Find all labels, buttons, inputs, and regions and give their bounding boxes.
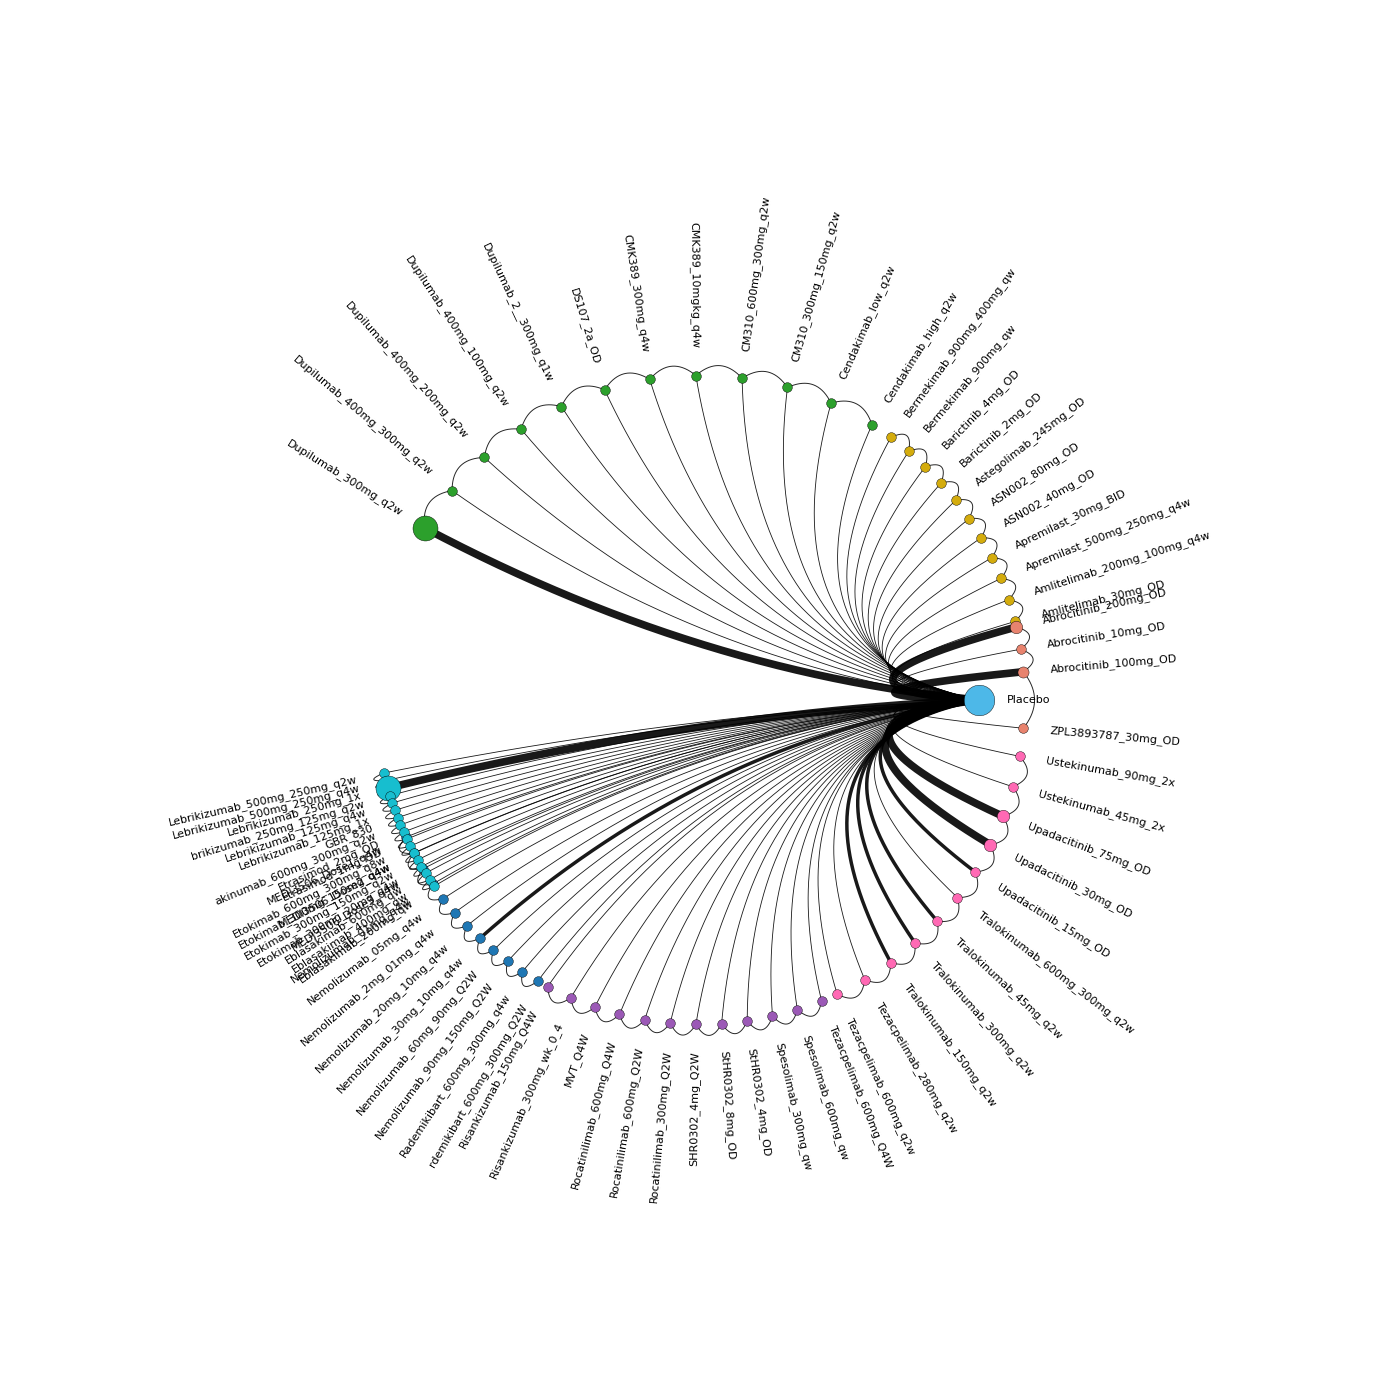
Text: Nemolizumab_30mg_10mg_q4w: Nemolizumab_30mg_10mg_q4w bbox=[335, 955, 465, 1095]
Text: StHR0302_4mg_OD: StHR0302_4mg_OD bbox=[746, 1047, 773, 1156]
Text: Lebrikizumab_125mg_1x: Lebrikizumab_125mg_1x bbox=[237, 815, 371, 872]
Text: SHR0302_4mg_Q2W: SHR0302_4mg_Q2W bbox=[689, 1051, 701, 1166]
Text: Nemolizumab_01mg_q4w: Nemolizumab_01mg_q4w bbox=[290, 895, 413, 986]
Text: rdemikibart_600mg_300mg_Q2W: rdemikibart_600mg_300mg_Q2W bbox=[426, 1002, 529, 1169]
Text: Risankizumab_300mg_wk_0_4: Risankizumab_300mg_wk_0_4 bbox=[487, 1021, 566, 1180]
Text: Dupilumab_2__300mg_q1w: Dupilumab_2__300mg_q1w bbox=[480, 242, 554, 385]
Text: Etrasimod_2mg_OD: Etrasimod_2mg_OD bbox=[276, 839, 381, 893]
Text: Tralokinumab_300mg_q2w: Tralokinumab_300mg_q2w bbox=[928, 959, 1036, 1078]
Text: Cendakimab_low_q2w: Cendakimab_low_q2w bbox=[837, 263, 897, 381]
Text: MEDI3506_Dose2_q4w: MEDI3506_Dose2_q4w bbox=[276, 861, 392, 931]
Text: Etokimab_300mg_150mg_q4w: Etokimab_300mg_150mg_q4w bbox=[237, 861, 392, 951]
Text: CM310_300mg_150mg_q2w: CM310_300mg_150mg_q2w bbox=[790, 209, 843, 363]
Text: Dupilumab_400mg_300mg_q2w: Dupilumab_400mg_300mg_q2w bbox=[291, 353, 435, 477]
Text: Rocatinilimab_600mg_Q4W: Rocatinilimab_600mg_Q4W bbox=[570, 1039, 617, 1190]
Text: Rademikibart_600mg_300mg_q4w: Rademikibart_600mg_300mg_q4w bbox=[398, 991, 512, 1159]
Text: Abrocitinib_200mg_OD: Abrocitinib_200mg_OD bbox=[1042, 587, 1168, 626]
Text: brikizumab_250mg_125mg_q2w: brikizumab_250mg_125mg_q2w bbox=[190, 798, 365, 862]
Text: Abrocitinib_100mg_OD: Abrocitinib_100mg_OD bbox=[1050, 652, 1177, 675]
Text: Eblasakimab_600mg_qw: Eblasakimab_600mg_qw bbox=[283, 883, 406, 966]
Text: Apremilast_500mg_250mg_q4w: Apremilast_500mg_250mg_q4w bbox=[1023, 497, 1193, 574]
Text: Tezacpelimab_280mg_q2w: Tezacpelimab_280mg_q2w bbox=[874, 1000, 959, 1134]
Text: CMK389_300mg_q4w: CMK389_300mg_q4w bbox=[622, 234, 651, 354]
Text: ASN002_80mg_OD: ASN002_80mg_OD bbox=[988, 440, 1081, 508]
Text: Apremilast_30mg_BID: Apremilast_30mg_BID bbox=[1014, 487, 1128, 550]
Text: Ustekinumab_45mg_2x: Ustekinumab_45mg_2x bbox=[1037, 788, 1166, 834]
Text: MEDI3506_Dose1_q4w: MEDI3506_Dose1_q4w bbox=[265, 844, 384, 907]
Text: CMK389_10mgkg_q4w: CMK389_10mgkg_q4w bbox=[689, 223, 701, 349]
Text: Dupilumab_300mg_q2w: Dupilumab_300mg_q2w bbox=[286, 438, 405, 518]
Text: MEDI3506_Dose3_q4w: MEDI3506_Dose3_q4w bbox=[290, 878, 403, 953]
Text: Tezacpelimab_600mg_Q4W: Tezacpelimab_600mg_Q4W bbox=[826, 1023, 895, 1169]
Text: Lebrikizumab_500mg_250mg_q2w: Lebrikizumab_500mg_250mg_q2w bbox=[168, 774, 358, 827]
Text: Placebo: Placebo bbox=[1007, 694, 1050, 706]
Text: Dupilumab_400mg_200mg_q2w: Dupilumab_400mg_200mg_q2w bbox=[343, 300, 470, 441]
Text: ZPL3893787_30mg_OD: ZPL3893787_30mg_OD bbox=[1050, 725, 1182, 748]
Text: Dupilumab_400mg_100mg_q2w: Dupilumab_400mg_100mg_q2w bbox=[403, 255, 511, 410]
Text: DS107_2a_OD: DS107_2a_OD bbox=[568, 287, 602, 365]
Text: Spesolimab_600mg_qw: Spesolimab_600mg_qw bbox=[801, 1033, 850, 1162]
Text: Upadacitinib_15mg_OD: Upadacitinib_15mg_OD bbox=[995, 882, 1112, 960]
Text: Amlitelimab_30mg_OD: Amlitelimab_30mg_OD bbox=[1040, 578, 1166, 620]
Text: Etokimab_300mg_150mg_q2w: Etokimab_300mg_150mg_q2w bbox=[242, 868, 396, 962]
Text: Nemolizumab_20mg_10mg_q4w: Nemolizumab_20mg_10mg_q4w bbox=[314, 941, 451, 1075]
Text: Tralokinumab_600mg_300mg_q2w: Tralokinumab_600mg_300mg_q2w bbox=[976, 910, 1135, 1036]
Text: GBR_830: GBR_830 bbox=[323, 822, 374, 851]
Text: Eblasakimab_400mg_qw: Eblasakimab_400mg_qw bbox=[290, 890, 410, 976]
Text: Barictinib_2mg_OD: Barictinib_2mg_OD bbox=[958, 389, 1044, 469]
Text: Amlitelimab_200mg_100mg_q4w: Amlitelimab_200mg_100mg_q4w bbox=[1033, 529, 1212, 596]
Text: Nemolizumab_2mg_01mg_q4w: Nemolizumab_2mg_01mg_q4w bbox=[300, 927, 438, 1049]
Text: Lebrikizumab_250mg_1x: Lebrikizumab_250mg_1x bbox=[227, 790, 363, 839]
Text: Barictinib_4mg_OD: Barictinib_4mg_OD bbox=[941, 367, 1022, 451]
Text: Bermekimab_900mg_qw: Bermekimab_900mg_qw bbox=[921, 322, 1019, 434]
Text: Etokimab_600mg_300mg_q8w: Etokimab_600mg_300mg_q8w bbox=[231, 854, 389, 939]
Text: Tezacpelimab_600mg_q2w: Tezacpelimab_600mg_q2w bbox=[844, 1016, 917, 1156]
Text: Bermekimab_900mg_400mg_qw: Bermekimab_900mg_400mg_qw bbox=[902, 265, 1018, 419]
Text: MVT_Q4W: MVT_Q4W bbox=[563, 1030, 591, 1088]
Text: Rocatinilimab_600mg_Q2W: Rocatinilimab_600mg_Q2W bbox=[609, 1046, 645, 1198]
Text: Abrocitinib_10mg_OD: Abrocitinib_10mg_OD bbox=[1046, 620, 1166, 651]
Text: Spesolimab_300mg_qw: Spesolimab_300mg_qw bbox=[773, 1042, 813, 1172]
Text: Upadacitinib_30mg_OD: Upadacitinib_30mg_OD bbox=[1012, 853, 1134, 920]
Text: ASN002_40mg_OD: ASN002_40mg_OD bbox=[1002, 468, 1098, 529]
Text: CM310_600mg_300mg_q2w: CM310_600mg_300mg_q2w bbox=[741, 196, 771, 353]
Text: Upadacitinib_75mg_OD: Upadacitinib_75mg_OD bbox=[1026, 820, 1152, 878]
Text: Lebrikizumab_125mg_q4w: Lebrikizumab_125mg_q4w bbox=[224, 806, 368, 864]
Text: Risankizumab_150mg_Q4W: Risankizumab_150mg_Q4W bbox=[458, 1008, 540, 1149]
Text: Rocatinilimab_300mg_Q2W: Rocatinilimab_300mg_Q2W bbox=[648, 1050, 673, 1203]
Text: Etokimab_300mg_20mg_q4w: Etokimab_300mg_20mg_q4w bbox=[255, 876, 400, 969]
Text: Nemolizumab_05mg_q4w: Nemolizumab_05mg_q4w bbox=[305, 911, 426, 1007]
Text: Etrasimod_1mg_OD: Etrasimod_1mg_OD bbox=[280, 846, 385, 903]
Text: Cendakimab_high_q2w: Cendakimab_high_q2w bbox=[882, 290, 959, 405]
Text: Lebrikizumab_500mg_250mg_q4w: Lebrikizumab_500mg_250mg_q4w bbox=[171, 783, 361, 840]
Text: Nemolizumab_60mg_90mg_Q2W: Nemolizumab_60mg_90mg_Q2W bbox=[354, 967, 480, 1117]
Text: Astegolimab_245mg_OD: Astegolimab_245mg_OD bbox=[973, 395, 1089, 487]
Text: Nemolizumab_90mg_150mg_Q2W: Nemolizumab_90mg_150mg_Q2W bbox=[374, 980, 496, 1141]
Text: StHR0302_8mg_OD: StHR0302_8mg_OD bbox=[718, 1050, 736, 1161]
Text: Ustekinumab_90mg_2x: Ustekinumab_90mg_2x bbox=[1046, 756, 1176, 790]
Text: Tralokinumab_150mg_q2w: Tralokinumab_150mg_q2w bbox=[902, 981, 998, 1107]
Text: Eblasakimab_200mg_qw: Eblasakimab_200mg_qw bbox=[297, 897, 416, 986]
Text: Tralokinumab_45mg_q2w: Tralokinumab_45mg_q2w bbox=[953, 935, 1064, 1040]
Text: akinumab_600mg_300mg_q2w: akinumab_600mg_300mg_q2w bbox=[213, 830, 378, 907]
